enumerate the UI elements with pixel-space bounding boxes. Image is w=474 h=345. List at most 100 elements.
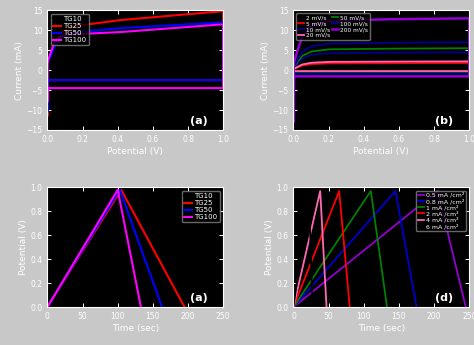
2 mA /cm² [291,305,296,309]
2 mV/s [313,64,319,68]
4 mA /cm² [291,305,296,309]
TG100 [110,30,116,34]
Line: TG25: TG25 [47,190,184,307]
1 mA /cm² [384,305,390,309]
TG10 [110,51,116,56]
TG100 [45,60,50,64]
5 mV/s [301,69,306,73]
1 mA /cm² [291,305,296,309]
TG100 [115,86,121,90]
2 mA /cm² [337,189,342,193]
100 mV/s [291,65,296,69]
6 mA /cm² [310,305,315,309]
TG10 [161,49,167,53]
TG25 [110,19,116,23]
TG50 [115,78,121,82]
TG100 [55,86,60,90]
Line: TG25: TG25 [47,11,223,116]
0.5 mA /cm² [463,305,469,309]
20 mV/s [466,59,472,63]
50 mV/s [356,47,362,51]
10 mV/s [466,50,472,54]
Legend: TG10, TG25, TG50, TG100: TG10, TG25, TG50, TG100 [182,191,220,222]
100 mV/s [407,41,413,45]
TG10 [67,78,73,82]
6 mA /cm² [306,189,312,193]
Line: 6 mA /cm²: 6 mA /cm² [293,191,312,307]
TG25 [67,26,73,30]
200 mV/s [407,17,413,21]
5 mV/s [356,61,362,65]
2 mV/s [291,68,296,72]
2 mV/s [291,73,296,77]
X-axis label: Time (sec): Time (sec) [358,324,405,333]
200 mV/s [356,18,362,22]
Line: TG50: TG50 [47,22,223,112]
2 mV/s [407,63,413,68]
Line: 5 mV/s: 5 mV/s [293,63,469,77]
50 mV/s [291,90,296,94]
Line: TG10: TG10 [47,48,223,88]
4 mA /cm² [324,305,329,309]
Line: 2 mA /cm²: 2 mA /cm² [293,191,350,307]
Line: 4 mA /cm²: 4 mA /cm² [293,191,327,307]
TG25 [45,305,50,309]
Legend: 0.5 mA /cm², 0.8 mA /cm², 1 mA /cm², 2 mA /cm², 4 mA /cm², 6 mA /cm²: 0.5 mA /cm², 0.8 mA /cm², 1 mA /cm², 2 m… [416,190,466,231]
TG50 [45,110,50,114]
2 mV/s [356,63,362,68]
Line: 50 mV/s: 50 mV/s [293,48,469,92]
200 mV/s [361,74,367,78]
TG100 [138,305,144,309]
10 mV/s [361,70,367,75]
Line: 200 mV/s: 200 mV/s [293,18,469,122]
10 mV/s [291,66,296,70]
50 mV/s [313,71,319,75]
10 mV/s [407,50,413,55]
20 mV/s [361,69,367,73]
TG50 [55,78,60,82]
TG100 [67,86,73,90]
20 mV/s [291,67,296,71]
TG25 [67,78,73,82]
200 mV/s [313,74,319,78]
100 mV/s [313,43,319,48]
5 mV/s [291,67,296,71]
20 mV/s [313,60,319,65]
0.8 mA /cm² [392,189,398,193]
2 mV/s [291,68,296,72]
5 mV/s [407,61,413,65]
0.5 mA /cm² [291,305,296,309]
Y-axis label: Potential (V): Potential (V) [18,219,27,275]
Line: TG10: TG10 [47,187,88,307]
5 mV/s [291,67,296,71]
50 mV/s [407,47,413,51]
TG25 [220,9,226,13]
TG50 [220,20,226,24]
5 mV/s [466,61,472,65]
20 mV/s [356,60,362,64]
Line: TG50: TG50 [47,190,162,307]
TG100 [45,100,50,104]
2 mV/s [301,69,306,73]
100 mV/s [356,41,362,45]
10 mV/s [313,70,319,75]
10 mV/s [291,66,296,70]
TG10 [67,55,73,59]
TG10 [55,78,60,82]
5 mV/s [291,75,296,79]
50 mV/s [313,49,319,53]
50 mV/s [291,66,296,70]
Line: TG100: TG100 [47,190,141,307]
Line: 0.8 mA /cm²: 0.8 mA /cm² [293,191,417,307]
TG50 [45,305,50,309]
TG50 [45,60,50,64]
Y-axis label: Current (mA): Current (mA) [15,41,24,100]
TG25 [45,60,50,64]
Legend: 2 mV/s, 5 mV/s, 10 mV/s, 20 mV/s, 50 mV/s, 100 mV/s, 200 mV/s: 2 mV/s, 5 mV/s, 10 mV/s, 20 mV/s, 50 mV/… [296,13,370,40]
Text: (a): (a) [190,116,207,126]
2 mA /cm² [347,305,353,309]
Line: 10 mV/s: 10 mV/s [293,52,469,88]
6 mA /cm² [291,305,296,309]
50 mV/s [301,71,306,75]
50 mV/s [361,71,367,75]
